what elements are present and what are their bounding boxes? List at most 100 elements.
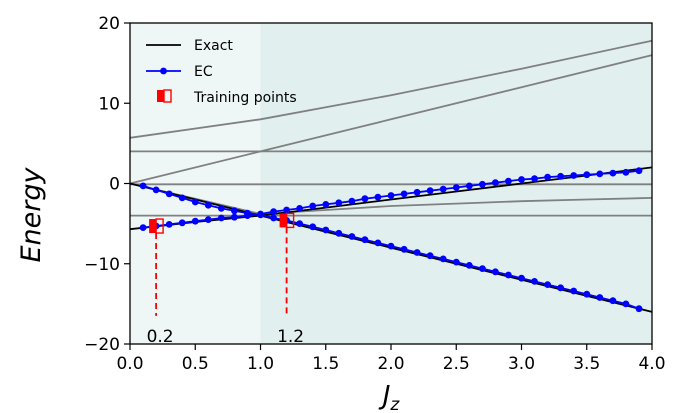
ec-point xyxy=(439,185,447,193)
x-tick-label: 2.0 xyxy=(377,354,404,374)
x-tick-label: 2.5 xyxy=(443,354,470,374)
x-tick-label: 0.0 xyxy=(116,354,143,374)
exact-curve-4 xyxy=(129,54,653,185)
ec-point xyxy=(492,179,499,187)
x-axis: 0.0 0.5 1.0 1.5 2.0 2.5 3.0 3.5 4.0 xyxy=(116,344,666,374)
ec-point xyxy=(426,252,434,260)
ec-point xyxy=(609,297,617,305)
ec-point xyxy=(348,233,356,240)
ec-point xyxy=(231,213,238,221)
legend-training-swatch-fill xyxy=(157,90,164,102)
ec-point xyxy=(387,192,395,199)
ec-point xyxy=(139,224,147,232)
ec-point xyxy=(635,305,643,313)
ec-point xyxy=(217,205,225,212)
ec-point xyxy=(139,182,147,190)
ec-point xyxy=(231,207,238,215)
ec-point xyxy=(244,209,251,217)
ec-point xyxy=(348,197,356,205)
legend-ec-label: EC xyxy=(194,64,213,80)
legend-exact-label: Exact xyxy=(194,38,233,54)
y-tick-label: 0 xyxy=(109,175,120,195)
ec-point xyxy=(178,194,186,202)
legend-training-swatch-outline xyxy=(163,89,172,103)
ec-point xyxy=(374,193,382,201)
ec-point xyxy=(335,229,343,237)
ec-point xyxy=(257,211,264,219)
exact-curve-5 xyxy=(129,182,653,215)
ec-point xyxy=(400,245,408,253)
ec-point xyxy=(296,220,303,228)
ec-point xyxy=(479,265,486,272)
ec-point xyxy=(426,187,434,195)
y-tick-label: 10 xyxy=(98,94,120,114)
training-label-1: 1.2 xyxy=(277,327,304,347)
y-axis-label: Energy xyxy=(16,166,47,262)
ec-point xyxy=(583,171,591,179)
ec-series-group xyxy=(139,167,643,313)
x-tick-label: 3.0 xyxy=(508,354,535,374)
ec-point xyxy=(191,217,199,225)
ec-point xyxy=(505,177,512,185)
ec-point xyxy=(191,198,199,206)
legend: Exact EC Training points xyxy=(146,38,297,106)
x-tick-label: 3.5 xyxy=(573,354,600,374)
exact-curve-3 xyxy=(129,39,653,139)
ec-point xyxy=(505,271,512,279)
ec-point xyxy=(635,167,643,175)
ec-point xyxy=(452,184,460,191)
ec-point xyxy=(165,221,173,228)
ec-point xyxy=(570,287,578,295)
training-label-0: 0.2 xyxy=(147,327,174,347)
ec-point xyxy=(439,255,447,263)
ec-point xyxy=(518,176,525,183)
ec-point xyxy=(492,268,499,276)
ec-point xyxy=(557,172,564,180)
ec-point xyxy=(518,274,525,282)
ec-point xyxy=(413,188,421,196)
y-tick-label: 20 xyxy=(98,14,120,34)
x-axis-label: Jz xyxy=(378,381,401,413)
training-square-fill-1 xyxy=(279,213,287,228)
x-tick-label: 4.0 xyxy=(638,354,665,374)
y-axis: −20 −10 0 10 20 xyxy=(84,14,130,355)
ec-point xyxy=(452,258,460,266)
ec-point xyxy=(413,249,421,256)
y-tick-label: −10 xyxy=(84,255,120,275)
ec-point xyxy=(361,236,369,244)
ec-point xyxy=(622,168,630,176)
ec-point xyxy=(270,214,277,222)
ec-point xyxy=(479,180,486,188)
ec-point xyxy=(400,190,408,198)
training-square-outline-1 xyxy=(285,212,295,229)
x-tick-label: 1.0 xyxy=(247,354,274,374)
ec-point xyxy=(165,190,173,198)
training-square-outline-0 xyxy=(155,218,164,234)
ec-point xyxy=(322,226,330,234)
ec-point xyxy=(596,294,604,301)
ec-point xyxy=(361,195,369,203)
ec-point xyxy=(217,214,225,222)
ec-point xyxy=(335,199,343,207)
exact-curve-6 xyxy=(129,166,653,231)
ec-point xyxy=(204,201,212,209)
ec-point xyxy=(178,219,186,227)
ec-point xyxy=(204,216,212,224)
training-square-fill-0 xyxy=(149,219,157,234)
x-tick-label: 0.5 xyxy=(182,354,209,374)
ec-point xyxy=(152,186,160,194)
ec-point xyxy=(544,281,551,288)
ec-point xyxy=(309,202,317,210)
x-tick-label: 1.5 xyxy=(312,354,339,374)
legend-training-label: Training points xyxy=(193,90,297,106)
y-tick-label: −20 xyxy=(84,335,120,355)
training-points-group: 0.2 1.2 xyxy=(147,212,304,347)
ec-point xyxy=(531,278,538,285)
ec-point xyxy=(557,284,564,292)
ec-point xyxy=(322,201,330,208)
ec-point xyxy=(570,172,578,179)
ec-point xyxy=(296,205,303,212)
ec-point xyxy=(544,173,551,181)
ec-point xyxy=(270,208,277,216)
